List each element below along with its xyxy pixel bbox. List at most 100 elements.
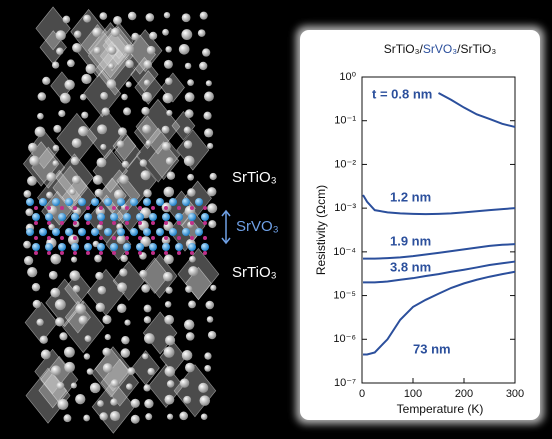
atom — [182, 13, 191, 22]
atom — [124, 44, 134, 54]
atom — [180, 378, 189, 387]
atom — [92, 28, 102, 38]
atom — [25, 208, 33, 216]
atom — [56, 30, 66, 40]
atom — [73, 221, 77, 225]
atom — [103, 363, 113, 373]
structure-label: SrVO₃ — [236, 218, 279, 235]
atom — [204, 365, 211, 372]
atom — [86, 251, 90, 255]
atom — [45, 243, 53, 251]
atom — [63, 16, 71, 24]
atom — [97, 124, 107, 134]
atom — [131, 415, 140, 424]
atom — [95, 189, 104, 198]
atom — [145, 413, 152, 420]
atom — [195, 198, 203, 206]
atom — [131, 33, 139, 41]
atom — [125, 60, 133, 68]
atom — [71, 157, 80, 166]
atom — [177, 221, 181, 225]
atom — [121, 94, 128, 101]
atom — [164, 221, 168, 225]
atom — [128, 12, 136, 20]
atom — [136, 213, 144, 221]
atom — [39, 228, 47, 236]
x-tick-label: 300 — [506, 388, 524, 400]
atom — [148, 368, 155, 375]
atom — [141, 107, 149, 115]
atom — [65, 198, 73, 206]
atom — [64, 414, 72, 422]
atom — [205, 301, 214, 310]
x-tick-label: 0 — [359, 388, 365, 400]
atom — [126, 81, 132, 87]
atom — [207, 316, 214, 323]
atom — [184, 320, 194, 330]
x-tick-label: 200 — [455, 388, 473, 400]
atom — [99, 221, 103, 225]
atom — [210, 173, 217, 180]
atom — [164, 236, 168, 240]
atom — [165, 366, 176, 377]
atom — [118, 127, 127, 136]
atom — [123, 243, 131, 251]
atom — [117, 304, 126, 313]
atom — [187, 188, 195, 196]
atom — [183, 396, 191, 404]
atom — [149, 243, 157, 251]
atom — [188, 243, 196, 251]
atom — [185, 286, 192, 293]
atom — [75, 304, 86, 315]
atom — [104, 198, 112, 206]
atom — [110, 398, 117, 405]
atom — [85, 335, 92, 342]
atom — [121, 348, 130, 357]
atom — [162, 29, 169, 36]
atom — [184, 156, 195, 167]
atom — [32, 243, 40, 251]
atom — [58, 243, 66, 251]
atom — [69, 189, 75, 195]
atom — [125, 236, 129, 240]
atom — [108, 63, 114, 69]
atom — [181, 29, 192, 40]
atom — [117, 282, 127, 292]
atom — [200, 12, 208, 20]
atom — [57, 399, 68, 410]
atom — [79, 316, 88, 325]
atom — [86, 64, 96, 74]
atom — [146, 13, 155, 22]
atom — [47, 221, 51, 225]
atom — [143, 198, 151, 206]
atom — [130, 228, 138, 236]
atom — [67, 59, 75, 67]
y-tick-label: 10⁻⁶ — [333, 333, 356, 345]
atom — [97, 224, 103, 230]
atom — [99, 236, 103, 240]
atom — [120, 255, 127, 262]
atom — [139, 270, 147, 278]
atom — [201, 213, 209, 221]
atom — [33, 300, 41, 308]
y-tick-label: 10⁻⁴ — [333, 246, 356, 258]
atom — [140, 159, 147, 166]
atom — [112, 251, 116, 255]
atom — [37, 113, 44, 120]
atom — [125, 221, 129, 225]
atom — [131, 399, 140, 408]
atom — [53, 125, 61, 133]
atom — [138, 236, 142, 240]
atom — [123, 213, 131, 221]
atom — [188, 266, 198, 276]
atom — [185, 109, 194, 118]
atom — [58, 110, 65, 117]
atom — [71, 213, 79, 221]
atom — [95, 272, 103, 280]
atom — [65, 228, 73, 236]
atom — [50, 288, 60, 298]
atom — [142, 353, 148, 359]
atom — [190, 221, 194, 225]
atom — [125, 206, 129, 210]
atom — [136, 243, 144, 251]
